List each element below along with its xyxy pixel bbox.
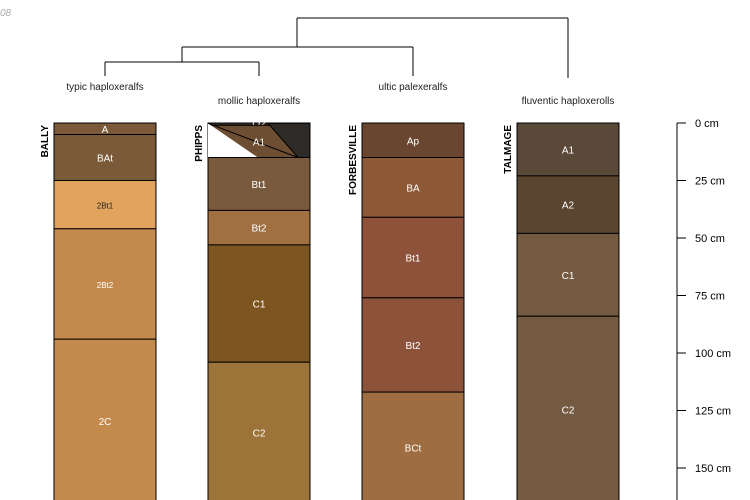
- horizon-bally-2c: [53, 338, 157, 500]
- horizon-label-phipps-bt2: Bt2: [251, 224, 266, 235]
- horizon-phipps-c1: [207, 244, 311, 363]
- horizon-bally-bat: [53, 134, 157, 181]
- horizon-forbesville-bt2: [361, 297, 465, 393]
- horizon-label-talmage-a1: A1: [562, 145, 575, 156]
- depth-tick-label: 75 cm: [695, 291, 725, 303]
- profile-name-phipps: PHIPPS: [194, 125, 205, 162]
- horizon-label-forbesville-bt2: Bt2: [405, 341, 420, 352]
- profile-bally: A BAt 2Bt1 2Bt2 2C BALLY: [40, 122, 157, 500]
- horizon-label-phipps-o2: O2: [252, 119, 266, 130]
- horizon-label-phipps-c1: C1: [253, 300, 266, 311]
- horizon-label-bally-2bt2: 2Bt2: [97, 281, 114, 290]
- horizon-phipps-c2: [207, 361, 311, 500]
- horizon-forbesville-bct: [361, 391, 465, 500]
- depth-tick-label: 125 cm: [695, 406, 731, 418]
- horizon-label-talmage-a2: A2: [562, 201, 575, 212]
- class-label-typic-haploxeralfs: typic haploxeralfs: [66, 82, 143, 93]
- horizon-bally-2bt1: [53, 180, 157, 230]
- class-label-fluventic-haploxerolls: fluventic haploxerolls: [522, 96, 615, 107]
- profile-forbesville: Ap BA Bt1 Bt2 BCt FORBESVILLE: [348, 122, 465, 500]
- depth-tick-label: 25 cm: [695, 176, 725, 188]
- class-label-mollic-haploxeralfs: mollic haploxeralfs: [218, 96, 300, 107]
- horizon-label-forbesville-ap: Ap: [407, 136, 420, 147]
- horizon-phipps-bt2: [207, 209, 311, 246]
- horizon-talmage-a2: [516, 175, 620, 234]
- horizon-bally-2bt2: [53, 228, 157, 340]
- horizon-talmage-c2: [516, 315, 620, 500]
- phipps-cutaway-edge: [207, 122, 299, 158]
- horizon-label-bally-a: A: [102, 125, 109, 136]
- horizon-label-bally-2bt1: 2Bt1: [97, 202, 114, 211]
- horizon-label-phipps-c2: C2: [253, 428, 266, 439]
- horizon-phipps-bt1: [207, 157, 311, 211]
- horizon-label-forbesville-ba: BA: [406, 183, 420, 194]
- horizon-label-phipps-bt1: Bt1: [251, 180, 266, 191]
- profile-name-bally: BALLY: [40, 125, 51, 158]
- soil-profiles: A BAt 2Bt1 2Bt2 2C BALLY O2 A1 Bt1 Bt2 C1 C2 PHIPPS A…: [40, 119, 620, 500]
- horizon-label-forbesville-bt1: Bt1: [405, 254, 420, 265]
- depth-tick-label: 0 cm: [695, 118, 719, 130]
- depth-axis: 0 cm 25 cm 50 cm 75 cm 100 cm 125 cm 150 cm: [676, 118, 731, 500]
- horizon-label-phipps-a1: A1: [253, 137, 266, 148]
- phipps-cutaway-white: [208, 123, 258, 158]
- horizon-label-bally-2c: 2C: [99, 417, 112, 428]
- horizon-talmage-c1: [516, 232, 620, 317]
- horizon-label-talmage-c1: C1: [562, 271, 575, 282]
- horizon-forbesville-ap: [361, 122, 465, 158]
- class-label-ultic-palexeralfs: ultic palexeralfs: [379, 82, 448, 93]
- profile-phipps: O2 A1 Bt1 Bt2 C1 C2 PHIPPS: [194, 119, 311, 500]
- horizon-talmage-a1: [516, 122, 620, 177]
- profile-name-talmage: TALMAGE: [503, 125, 514, 174]
- classification-dendrogram: [104, 17, 569, 78]
- corner-label: 08: [0, 8, 12, 19]
- depth-tick-label: 100 cm: [695, 348, 731, 360]
- profile-talmage: A1 A2 C1 C2 TALMAGE: [503, 122, 620, 500]
- horizon-label-talmage-c2: C2: [562, 405, 575, 416]
- depth-tick-label: 50 cm: [695, 233, 725, 245]
- horizon-label-bally-bat: BAt: [97, 154, 113, 165]
- horizon-forbesville-bt1: [361, 216, 465, 299]
- horizon-label-forbesville-bct: BCt: [405, 443, 422, 454]
- profile-name-forbesville: FORBESVILLE: [348, 125, 359, 195]
- depth-tick-label: 150 cm: [695, 463, 731, 475]
